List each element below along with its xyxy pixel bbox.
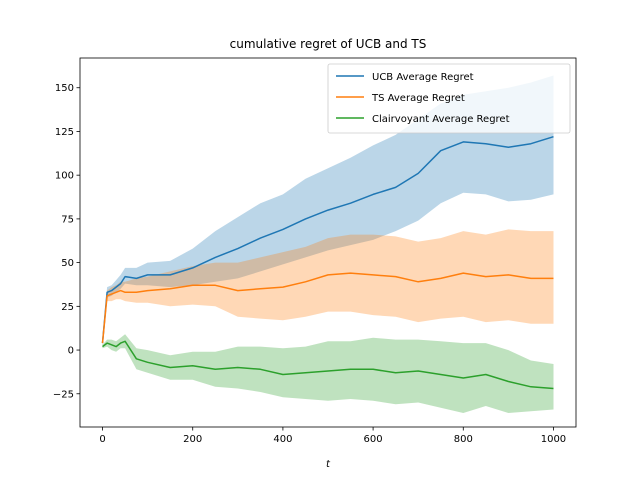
line-series-2 [101, 272, 554, 344]
band-series-2 [102, 229, 554, 347]
y-tick-label: 50 [61, 258, 74, 269]
x-tick-label: 1000 [541, 434, 566, 445]
plot-area-frame [79, 57, 577, 428]
y-tick-label: 100 [55, 171, 74, 182]
y-tick-label: 125 [55, 127, 74, 138]
y-tick-label: 150 [55, 83, 74, 94]
x-tick-label: 200 [183, 434, 202, 445]
line-series-3 [102, 340, 554, 390]
y-tick-label: −25 [53, 389, 74, 400]
x-tick-label: 800 [454, 434, 473, 445]
legend-label-series-1: UCB Average Regret [372, 72, 474, 83]
band-series-3 [102, 334, 554, 413]
x-axis-ticks: 0 200 400 600 800 1000 [99, 427, 566, 445]
series-lines [101, 135, 554, 390]
y-tick-label: 0 [68, 346, 74, 357]
y-tick-label: 25 [61, 302, 74, 313]
band-series-1 [102, 75, 554, 347]
x-tick-label: 600 [364, 434, 383, 445]
x-tick-label: 400 [273, 434, 292, 445]
line-series-1 [101, 135, 554, 344]
confidence-bands [102, 75, 554, 413]
y-axis-ticks: −25 0 25 50 75 100 125 150 [53, 83, 80, 400]
x-axis-label: t [326, 459, 331, 470]
legend-box [327, 63, 571, 134]
y-tick-label: 75 [61, 214, 74, 225]
legend: UCB Average Regret TS Average Regret Clair… [327, 63, 571, 134]
legend-label-series-3: Clairvoyant Average Regret [372, 114, 510, 125]
chart-title: cumulative regret of UCB and TS [230, 37, 427, 51]
legend-label-series-2: TS Average Regret [371, 93, 465, 104]
x-tick-label: 0 [99, 434, 105, 445]
